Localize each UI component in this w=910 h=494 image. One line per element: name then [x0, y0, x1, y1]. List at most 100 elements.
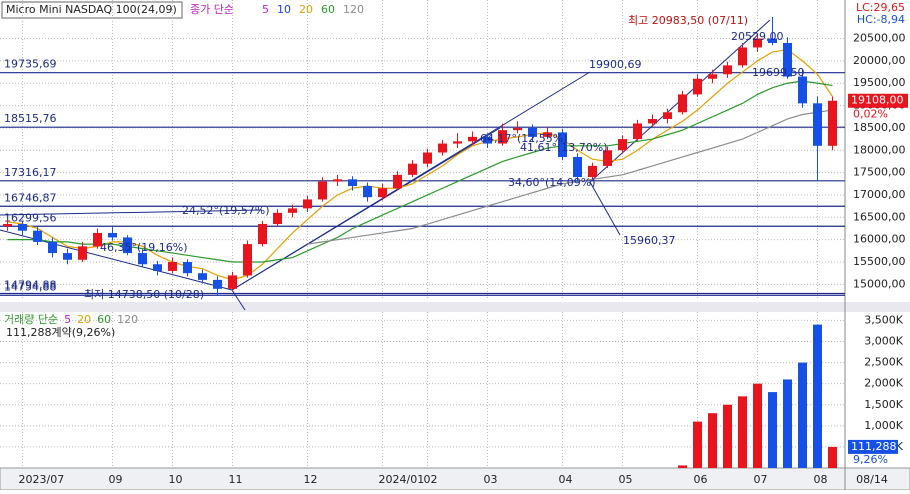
candle-body: [723, 65, 732, 75]
volume-bar: [723, 404, 732, 468]
volume-last-box: [848, 439, 898, 454]
candle-body: [648, 118, 657, 124]
x-tick-label: 02: [424, 473, 438, 486]
volume-tick-label: 2,500K: [864, 356, 903, 369]
volume-tick-label: 1,000K: [864, 419, 903, 432]
candle-body: [558, 132, 567, 157]
volume-bar: [678, 465, 687, 468]
candle-body: [468, 136, 477, 142]
ma-label: 종가 단순: [190, 3, 234, 16]
x-tick-label: 06: [694, 473, 708, 486]
volume-legend-entry: 20: [77, 313, 91, 326]
annotation: 64,17°(12,55%): [480, 132, 568, 145]
candle-body: [633, 123, 642, 140]
candle-body: [708, 74, 717, 79]
x-tick-label: 09: [109, 473, 123, 486]
candle-body: [48, 241, 57, 254]
candle-body: [393, 174, 402, 189]
y-tick-label: 16500,00: [853, 210, 906, 223]
x-tick-label: 08: [814, 473, 828, 486]
x-tick-label: 10: [169, 473, 183, 486]
panel-divider: [0, 302, 910, 312]
legend-entry: 60: [321, 3, 335, 16]
volume-bar: [738, 396, 747, 468]
volume-bar: [783, 379, 792, 468]
candle-body: [93, 232, 102, 247]
y-tick-label: 15500,00: [853, 255, 906, 268]
annotation: 최저 14738,50 (10/28): [84, 288, 204, 301]
x-tick-label: 2023/07: [19, 473, 65, 486]
x-tick-label: 2024/01: [379, 473, 425, 486]
x-tick-label: 07: [754, 473, 768, 486]
annotation: 41,61°(13,70%): [520, 141, 608, 154]
volume-legend-entry: 5: [64, 313, 71, 326]
candle-body: [498, 130, 507, 144]
volume-tick-label: 3,500K: [864, 313, 903, 326]
x-tick-label: 11: [229, 473, 243, 486]
volume-tick-label: 3,000K: [864, 335, 903, 348]
candle-body: [423, 152, 432, 164]
legend-entry: 10: [277, 3, 291, 16]
candle-body: [378, 188, 387, 198]
candle-body: [138, 253, 147, 265]
volume-label: 거래량 단순: [4, 313, 58, 326]
annotation: 15960,37: [623, 234, 676, 247]
volume-bar: [708, 413, 717, 468]
volume-info: 111,288계약(9,26%): [6, 325, 115, 339]
ma-line: [7, 80, 833, 263]
legend-entry: 20: [299, 3, 313, 16]
x-tick-label: 03: [484, 473, 498, 486]
level-label: 14754,88: [4, 280, 57, 293]
candle-body: [318, 181, 327, 200]
volume-tick-label: 2,000K: [864, 377, 903, 390]
candle-body: [183, 262, 192, 274]
y-tick-label: 20500,00: [853, 32, 906, 45]
x-tick-label: 04: [559, 473, 573, 486]
candle-body: [108, 232, 117, 238]
candle-body: [678, 94, 687, 113]
candle-body: [18, 224, 27, 231]
annotation: 46,35°(19,16%): [100, 241, 188, 254]
candle-body: [3, 224, 12, 227]
volume-tick-label: 1,500K: [864, 398, 903, 411]
candle-body: [618, 139, 627, 151]
y-tick-label: 15000,00: [853, 277, 906, 290]
annotation: 24,52°(19,57%): [182, 204, 270, 217]
volume-bar: [813, 324, 822, 468]
candle-body: [738, 47, 747, 66]
candle-body: [408, 163, 417, 175]
x-tick-label: 12: [304, 473, 318, 486]
candle-body: [78, 246, 87, 260]
volume-legend-entry: 120: [117, 313, 138, 326]
x-tick-label: 05: [619, 473, 633, 486]
candle-body: [663, 112, 672, 119]
volume-bar: [798, 362, 807, 468]
candle-body: [303, 199, 312, 209]
y-tick-label: 16000,00: [853, 233, 906, 246]
hc-label: HC:-8,94: [857, 13, 905, 26]
volume-bar: [768, 392, 777, 468]
candle-body: [783, 42, 792, 77]
candle-body: [333, 179, 342, 182]
x-axis-strip: [0, 467, 910, 491]
candle-body: [693, 78, 702, 95]
candle-body: [603, 150, 612, 166]
candle-body: [768, 38, 777, 43]
level-label: 17316,17: [4, 166, 57, 179]
candle-body: [63, 253, 72, 260]
candle-body: [348, 179, 357, 187]
last-price-label: 19108,00: [851, 94, 904, 107]
candle-body: [273, 212, 282, 225]
candle-body: [198, 273, 207, 280]
lc-label: LC:29,65: [856, 1, 905, 14]
candle-body: [513, 127, 522, 131]
volume-bar: [693, 421, 702, 468]
level-label: 19735,69: [4, 58, 57, 71]
chart-title: Micro Mini NASDAQ 100(24,09): [6, 3, 177, 16]
candle-body: [483, 136, 492, 144]
candle-body: [573, 156, 582, 178]
candle-body: [453, 141, 462, 144]
legend-entry: 5: [262, 3, 269, 16]
